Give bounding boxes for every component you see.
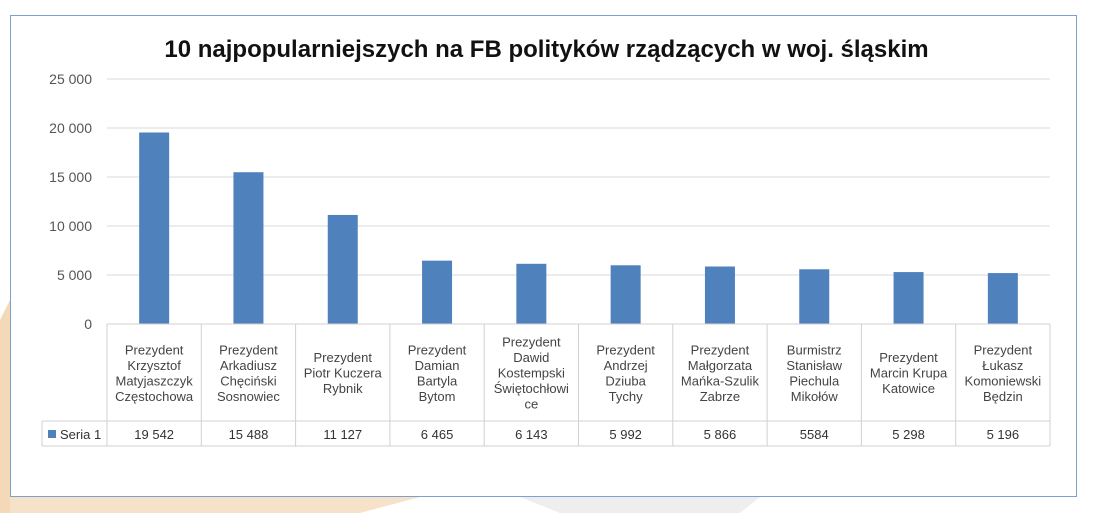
value-label: 15 488 bbox=[229, 427, 269, 442]
category-label: Prezydent Małgorzata Mańka-Szulik Zabrze bbox=[681, 342, 760, 404]
bar bbox=[422, 260, 453, 324]
legend-swatch bbox=[48, 430, 56, 438]
category-label: Prezydent Marcin Krupa Katowice bbox=[870, 350, 948, 396]
category-label-line: Burmistrz bbox=[787, 342, 842, 357]
category-label-line: Łukasz bbox=[982, 358, 1023, 373]
y-tick-label: 0 bbox=[84, 316, 92, 332]
category-label-line: Marcin Krupa bbox=[870, 366, 948, 381]
category-label-line: Piechula bbox=[789, 373, 840, 388]
category-label-line: Dawid bbox=[513, 350, 549, 365]
value-label: 5 196 bbox=[987, 427, 1020, 442]
bar bbox=[139, 132, 170, 324]
category-label-line: Prezydent bbox=[408, 342, 467, 357]
category-label-line: Prezydent bbox=[219, 342, 278, 357]
category-label-line: Piotr Kuczera bbox=[304, 366, 383, 381]
bar bbox=[704, 266, 735, 324]
y-tick-label: 10 000 bbox=[49, 218, 92, 234]
category-label-line: Rybnik bbox=[323, 381, 363, 396]
category-label-line: Będzin bbox=[983, 389, 1023, 404]
category-label-line: Częstochowa bbox=[115, 389, 194, 404]
y-axis: 0 5 000 10 000 15 000 20 000 25 000 bbox=[49, 71, 92, 332]
value-label: 19 542 bbox=[134, 427, 174, 442]
y-tick-label: 5 000 bbox=[57, 267, 92, 283]
category-label: Prezydent Piotr Kuczera Rybnik bbox=[304, 350, 383, 396]
category-label-line: Małgorzata bbox=[688, 358, 753, 373]
category-label: Prezydent Arkadiusz Chęciński Sosnowiec bbox=[217, 342, 280, 404]
category-label-line: Dziuba bbox=[605, 373, 646, 388]
chart-frame bbox=[10, 15, 1077, 497]
category-label-line: Prezydent bbox=[691, 342, 750, 357]
category-label-line: Sosnowiec bbox=[217, 389, 280, 404]
category-label-line: Tychy bbox=[609, 389, 643, 404]
bar bbox=[233, 172, 264, 324]
category-label: Prezydent Krzysztof Matyjaszczyk Częstochow… bbox=[115, 342, 194, 404]
category-label: Prezydent Andrzej Dziuba Tychy bbox=[596, 342, 655, 404]
category-label-line: Komoniewski bbox=[965, 373, 1042, 388]
category-label: Burmistrz Stanisław Piechula Mikołów bbox=[786, 342, 842, 404]
bars bbox=[139, 132, 1018, 324]
category-label-line: Mańka-Szulik bbox=[681, 373, 760, 388]
category-label-line: Krzysztof bbox=[127, 358, 181, 373]
bar bbox=[610, 265, 641, 324]
legend-label: Seria 1 bbox=[60, 427, 101, 442]
category-label-line: Andrzej bbox=[604, 358, 648, 373]
bar bbox=[327, 214, 358, 324]
category-label-line: Chęciński bbox=[220, 373, 276, 388]
category-label-line: Prezydent bbox=[313, 350, 372, 365]
category-label-line: Prezydent bbox=[125, 342, 184, 357]
gridlines bbox=[107, 78, 1050, 276]
category-label-line: Bytom bbox=[419, 389, 456, 404]
category-label-line: Świętochłowi bbox=[494, 381, 569, 396]
category-label-line: Damian bbox=[415, 358, 460, 373]
bar bbox=[893, 272, 924, 324]
value-label: 5 992 bbox=[609, 427, 642, 442]
value-label: 5 298 bbox=[892, 427, 925, 442]
bar bbox=[987, 273, 1018, 324]
category-label-line: Bartyla bbox=[417, 373, 458, 388]
category-label: Prezydent Damian Bartyla Bytom bbox=[408, 342, 467, 404]
category-label-line: Katowice bbox=[882, 381, 935, 396]
data-table: Prezydent Krzysztof Matyjaszczyk Częstochow… bbox=[41, 323, 1051, 447]
category-label-line: Mikołów bbox=[791, 389, 839, 404]
y-tick-label: 25 000 bbox=[49, 71, 92, 87]
category-label-line: Kostempski bbox=[498, 366, 565, 381]
value-label: 5 866 bbox=[704, 427, 737, 442]
bar bbox=[799, 269, 830, 324]
chart-title: 10 najpopularniejszych na FB polityków r… bbox=[164, 36, 929, 63]
category-label-line: Prezydent bbox=[879, 350, 938, 365]
category-label-line: ce bbox=[524, 397, 538, 412]
y-tick-label: 20 000 bbox=[49, 120, 92, 136]
category-label-line: Arkadiusz bbox=[220, 358, 277, 373]
value-label: 11 127 bbox=[323, 427, 362, 442]
category-label-line: Prezydent bbox=[974, 342, 1033, 357]
y-tick-label: 15 000 bbox=[49, 169, 92, 185]
value-label: 5584 bbox=[800, 427, 829, 442]
category-label-line: Stanisław bbox=[786, 358, 842, 373]
category-label-line: Matyjaszczyk bbox=[116, 373, 194, 388]
value-label: 6 465 bbox=[421, 427, 454, 442]
category-label: Prezydent Dawid Kostempski Świętochłowi ce bbox=[494, 335, 569, 412]
bar bbox=[516, 263, 547, 324]
category-label-line: Prezydent bbox=[502, 335, 561, 350]
category-label: Prezydent Łukasz Komoniewski Będzin bbox=[965, 342, 1042, 404]
category-label-line: Prezydent bbox=[596, 342, 655, 357]
value-label: 6 143 bbox=[515, 427, 548, 442]
category-label-line: Zabrze bbox=[700, 389, 740, 404]
